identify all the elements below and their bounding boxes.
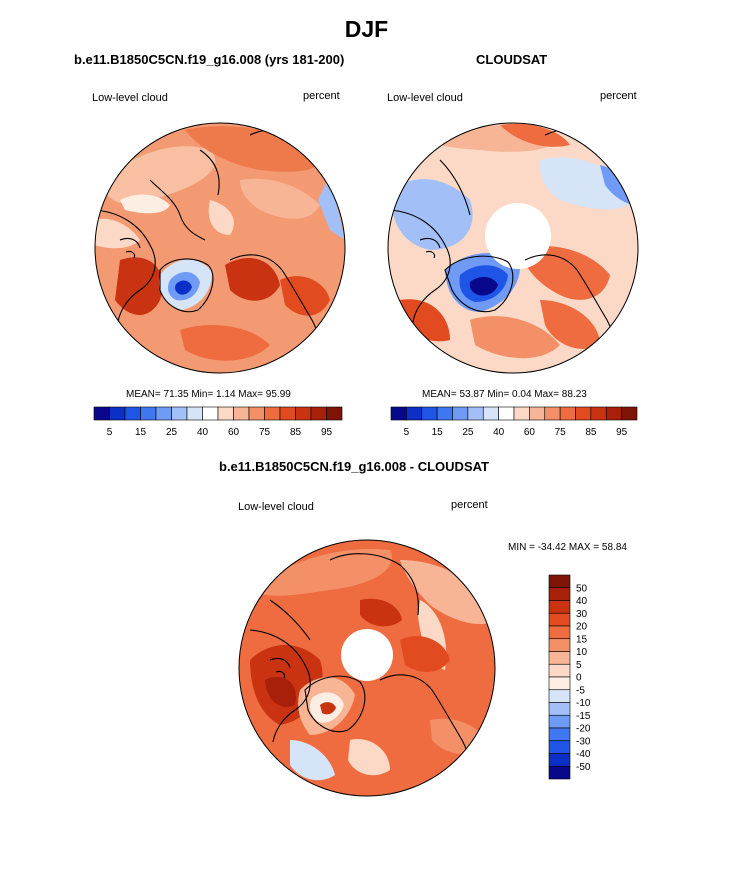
diff-stats: MIN = -34.42 MAX = 58.84 [508, 542, 627, 553]
left-colorbar-swatch [295, 406, 312, 421]
diff-colorbar-tick-label: 40 [576, 596, 588, 607]
left-colorbar-tick-label: 85 [290, 427, 302, 438]
diff-colorbar-swatch [548, 600, 571, 614]
left-colorbar-tick-label: 5 [107, 427, 113, 438]
left-colorbar-swatch [217, 406, 234, 421]
left-colorbar: 5 15 25 40 60 75 85 95 [93, 406, 343, 438]
diff-colorbar-tick-label: 0 [576, 673, 582, 684]
left-panel-title: b.e11.B1850C5CN.f19_g16.008 (yrs 181-200… [74, 52, 345, 67]
diff-variable-label: Low-level cloud [238, 501, 314, 513]
right-colorbar-tick-label: 95 [616, 427, 628, 438]
left-colorbar-tick-label: 15 [135, 427, 147, 438]
left-colorbar-swatch [310, 406, 327, 421]
diff-colorbar-swatch [548, 740, 571, 754]
diff-colorbar-tick-label: 20 [576, 622, 588, 633]
left-colorbar-swatch [264, 406, 281, 421]
left-stats: MEAN= 71.35 Min= 1.14 Max= 95.99 [126, 389, 291, 400]
left-colorbar-tick-label: 40 [197, 427, 209, 438]
diff-colorbar-swatch [548, 714, 571, 729]
right-colorbar-swatch [529, 406, 546, 421]
right-colorbar: 5 15 25 40 60 75 85 95 [390, 406, 638, 438]
diff-colorbar-tick-label: -20 [576, 724, 591, 735]
left-colorbar-tick-label: 60 [228, 427, 240, 438]
left-colorbar-swatch [279, 406, 296, 421]
right-colorbar-swatch [498, 406, 515, 421]
right-colorbar-swatch [421, 406, 438, 421]
left-colorbar-swatch [326, 406, 343, 421]
diff-colorbar-swatch [548, 765, 571, 780]
right-variable-label: Low-level cloud [387, 92, 463, 104]
diff-map [238, 539, 496, 797]
diff-colorbar-tick-label: -15 [576, 711, 591, 722]
diff-colorbar-swatch [548, 689, 571, 703]
left-variable-label: Low-level cloud [92, 92, 168, 104]
diff-colorbar-swatch [548, 625, 571, 640]
diff-colorbar-tick-label: -40 [576, 749, 591, 760]
right-stats: MEAN= 53.87 Min= 0.04 Max= 88.23 [422, 389, 587, 400]
left-units-label: percent [303, 90, 340, 102]
right-colorbar-swatch [467, 406, 484, 421]
left-colorbar-swatch [248, 406, 265, 421]
diff-colorbar-swatch [548, 702, 571, 716]
right-colorbar-tick-label: 40 [493, 427, 505, 438]
diff-panel-title: b.e11.B1850C5CN.f19_g16.008 - CLOUDSAT [219, 459, 489, 474]
right-colorbar-swatch [621, 406, 638, 421]
diff-colorbar-tick-label: -30 [576, 736, 591, 747]
diff-colorbar-swatch [548, 587, 571, 601]
right-colorbar-tick-label: 15 [432, 427, 444, 438]
diff-colorbar-tick-label: 5 [576, 660, 582, 671]
left-colorbar-tick-label: 95 [321, 427, 333, 438]
left-colorbar-swatch [124, 406, 141, 421]
right-panel-title: CLOUDSAT [476, 52, 548, 67]
right-colorbar-swatch [482, 406, 499, 421]
right-colorbar-swatch [452, 406, 469, 421]
diff-colorbar-swatch [548, 651, 571, 665]
diff-colorbar-tick-label: 15 [576, 634, 588, 645]
left-colorbar-swatch [155, 406, 172, 421]
right-colorbar-tick-label: 60 [524, 427, 536, 438]
right-colorbar-swatch [590, 406, 607, 421]
right-colorbar-swatch [406, 406, 423, 421]
right-colorbar-swatch [559, 406, 576, 421]
figure-title: DJF [344, 16, 389, 42]
diff-colorbar-tick-label: -10 [576, 698, 591, 709]
right-colorbar-tick-label: 85 [585, 427, 597, 438]
diff-colorbar-swatch [548, 753, 571, 767]
diff-colorbar-tick-label: -5 [576, 685, 585, 696]
right-colorbar-swatch [436, 406, 453, 421]
right-colorbar-swatch [544, 406, 561, 421]
right-colorbar-swatch [605, 406, 622, 421]
diff-colorbar-swatch [548, 676, 571, 691]
right-colorbar-tick-label: 5 [404, 427, 410, 438]
right-map [387, 122, 639, 374]
diff-colorbar-swatch [548, 663, 571, 678]
left-colorbar-swatch [233, 406, 250, 421]
left-colorbar-swatch [202, 406, 219, 421]
diff-colorbar-swatch [548, 574, 571, 589]
diff-units-label: percent [451, 499, 488, 511]
right-colorbar-tick-label: 75 [555, 427, 567, 438]
left-colorbar-swatch [109, 406, 126, 421]
left-colorbar-tick-label: 25 [166, 427, 178, 438]
diff-colorbar-tick-label: 30 [576, 609, 588, 620]
right-colorbar-swatch [390, 406, 407, 421]
left-colorbar-swatch [171, 406, 188, 421]
left-colorbar-swatch [93, 406, 110, 421]
left-colorbar-tick-label: 75 [259, 427, 271, 438]
diff-colorbar-tick-label: -50 [576, 762, 591, 773]
left-colorbar-swatch [186, 406, 203, 421]
right-colorbar-tick-label: 25 [462, 427, 474, 438]
right-units-label: percent [600, 90, 637, 102]
diff-colorbar-swatch [548, 638, 571, 652]
diff-colorbar-tick-label: 50 [576, 583, 588, 594]
diff-colorbar-tick-label: 10 [576, 647, 588, 658]
left-map [94, 122, 346, 374]
right-colorbar-swatch [513, 406, 530, 421]
left-colorbar-swatch [140, 406, 157, 421]
diff-colorbar-swatch [548, 727, 571, 742]
diff-colorbar-swatch [548, 612, 571, 627]
right-colorbar-swatch [575, 406, 592, 421]
